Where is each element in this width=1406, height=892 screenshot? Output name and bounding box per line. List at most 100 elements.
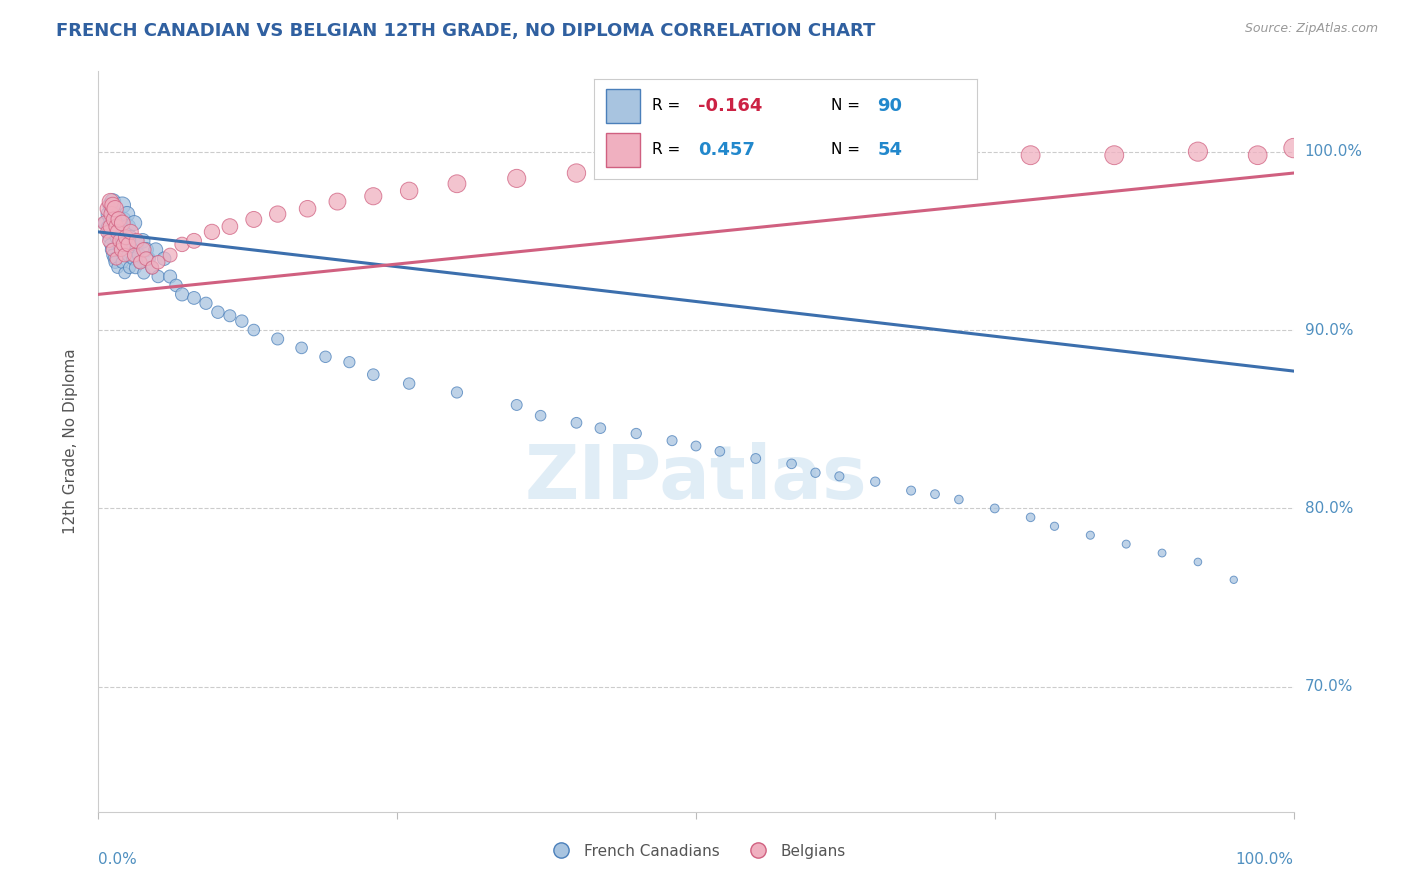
Point [101, 243, 124, 257]
Point [131, 234, 153, 248]
Point [1019, 148, 1042, 162]
Point [117, 237, 139, 252]
Point [100, 207, 122, 221]
Point [363, 189, 385, 203]
Point [97, 225, 120, 239]
Point [125, 234, 148, 248]
Point [103, 205, 125, 219]
Point [565, 166, 588, 180]
Point [924, 153, 946, 168]
Point [108, 234, 131, 248]
Point [117, 219, 139, 234]
Point [446, 385, 468, 400]
Text: Source: ZipAtlas.com: Source: ZipAtlas.com [1244, 22, 1378, 36]
Point [506, 171, 529, 186]
Point [828, 148, 851, 162]
Point [1019, 510, 1042, 524]
Point [363, 368, 385, 382]
Point [1282, 141, 1305, 155]
Point [115, 207, 138, 221]
Point [101, 248, 124, 262]
Text: 90.0%: 90.0% [1305, 323, 1353, 337]
Point [101, 194, 124, 209]
Point [104, 255, 127, 269]
Point [101, 198, 124, 212]
Point [290, 341, 312, 355]
Point [863, 475, 886, 489]
Point [108, 225, 131, 239]
Point [745, 153, 768, 168]
Text: FRENCH CANADIAN VS BELGIAN 12TH GRADE, NO DIPLOMA CORRELATION CHART: FRENCH CANADIAN VS BELGIAN 12TH GRADE, N… [56, 22, 876, 40]
Point [201, 225, 224, 239]
Point [148, 255, 170, 269]
Point [267, 332, 290, 346]
Point [159, 248, 181, 262]
Point [780, 457, 803, 471]
Point [745, 451, 768, 466]
Point [111, 255, 134, 269]
Y-axis label: 12th Grade, No Diploma: 12th Grade, No Diploma [63, 349, 77, 534]
Point [103, 212, 125, 227]
Point [114, 248, 136, 262]
Point [267, 207, 290, 221]
Point [172, 287, 194, 301]
Point [243, 323, 266, 337]
Point [624, 426, 647, 441]
Point [132, 266, 155, 280]
Text: 100.0%: 100.0% [1236, 853, 1294, 867]
Point [315, 350, 337, 364]
Point [129, 255, 152, 269]
Point [709, 444, 731, 458]
Point [100, 243, 122, 257]
Point [141, 260, 163, 275]
Point [107, 212, 129, 227]
Point [120, 225, 142, 239]
Point [624, 162, 647, 177]
Point [1102, 148, 1125, 162]
Point [98, 194, 122, 209]
Point [219, 309, 242, 323]
Point [112, 212, 135, 227]
Point [398, 376, 420, 391]
Text: 100.0%: 100.0% [1305, 145, 1362, 159]
Point [141, 260, 163, 275]
Text: 70.0%: 70.0% [1305, 680, 1353, 694]
Point [98, 198, 122, 212]
Point [114, 225, 136, 239]
Point [148, 269, 170, 284]
Point [124, 260, 146, 275]
Point [105, 223, 128, 237]
Point [107, 219, 129, 234]
Point [128, 248, 150, 262]
Point [326, 194, 349, 209]
Point [124, 216, 146, 230]
Point [243, 212, 266, 227]
Point [112, 237, 135, 252]
Point [98, 212, 122, 227]
Legend: French Canadians, Belgians: French Canadians, Belgians [540, 838, 852, 864]
Point [685, 439, 707, 453]
Point [135, 252, 157, 266]
Point [1080, 528, 1102, 542]
Point [98, 219, 122, 234]
Point [107, 209, 129, 223]
Point [98, 237, 122, 252]
Point [105, 230, 128, 244]
Point [165, 278, 187, 293]
Point [100, 202, 122, 216]
Point [124, 248, 146, 262]
Point [297, 202, 319, 216]
Point [983, 501, 1005, 516]
Point [194, 296, 217, 310]
Point [135, 243, 157, 257]
Point [96, 219, 118, 234]
Point [122, 252, 145, 266]
Point [129, 255, 152, 269]
Point [120, 230, 142, 244]
Point [105, 252, 128, 266]
Point [398, 184, 420, 198]
Point [115, 234, 138, 248]
Point [97, 207, 120, 221]
Point [115, 230, 138, 244]
Point [114, 266, 136, 280]
